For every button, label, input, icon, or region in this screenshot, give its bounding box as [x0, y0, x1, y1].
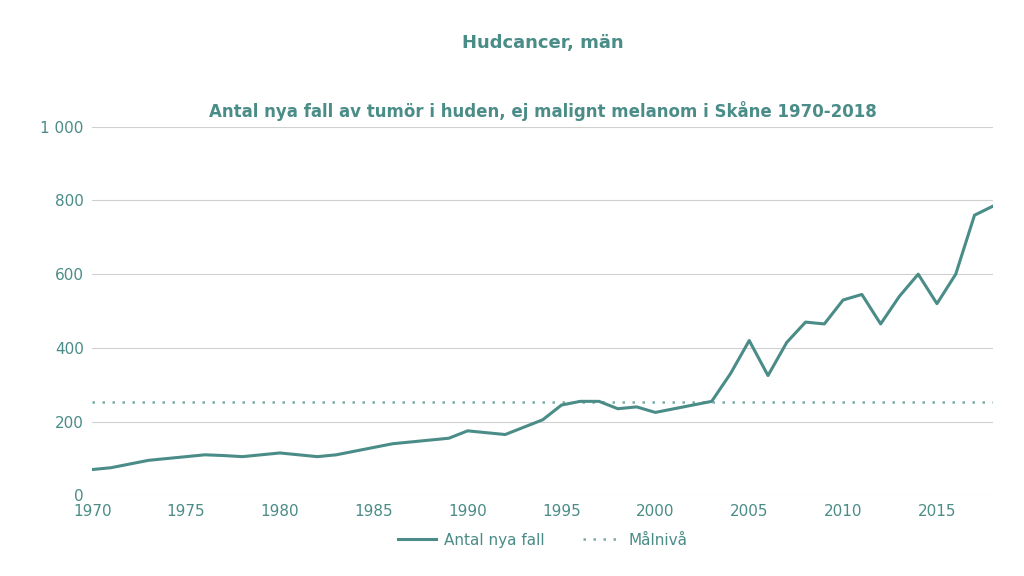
Antal nya fall: [255, 452, 267, 458]
Antal nya fall: [386, 440, 398, 447]
Antal nya fall: [649, 409, 662, 416]
Antal nya fall: [874, 320, 887, 327]
Antal nya fall: [574, 398, 587, 405]
Antal nya fall: [499, 431, 511, 438]
Antal nya fall: [724, 370, 736, 377]
Antal nya fall: [142, 457, 155, 464]
Antal nya fall: [124, 461, 136, 468]
Antal nya fall: [837, 297, 849, 304]
Antal nya fall: [555, 401, 567, 408]
Antal nya fall: [311, 453, 324, 460]
Antal nya fall: [687, 401, 699, 408]
Antal nya fall: [161, 455, 173, 462]
Antal nya fall: [987, 203, 999, 210]
Antal nya fall: [518, 424, 530, 431]
Antal nya fall: [706, 398, 718, 405]
Antal nya fall: [856, 291, 868, 298]
Antal nya fall: [86, 466, 98, 473]
Antal nya fall: [406, 438, 418, 445]
Antal nya fall: [293, 452, 305, 458]
Antal nya fall: [273, 449, 286, 456]
Antal nya fall: [424, 437, 436, 444]
Antal nya fall: [800, 319, 812, 325]
Antal nya fall: [480, 429, 493, 436]
Antal nya fall: [762, 372, 774, 379]
Text: Hudcancer, män: Hudcancer, män: [462, 34, 624, 52]
Antal nya fall: [631, 403, 643, 410]
Antal nya fall: [593, 398, 605, 405]
Antal nya fall: [780, 339, 793, 346]
Antal nya fall: [912, 271, 925, 278]
Text: Antal nya fall av tumör i huden, ej malignt melanom i Skåne 1970-2018: Antal nya fall av tumör i huden, ej mali…: [209, 101, 877, 121]
Legend: Antal nya fall, Målnivå: Antal nya fall, Målnivå: [392, 527, 693, 554]
Antal nya fall: [611, 406, 624, 412]
Antal nya fall: [368, 444, 380, 451]
Antal nya fall: [668, 406, 680, 412]
Antal nya fall: [949, 271, 962, 278]
Antal nya fall: [893, 293, 905, 300]
Line: Antal nya fall: Antal nya fall: [92, 206, 993, 469]
Antal nya fall: [237, 453, 249, 460]
Antal nya fall: [199, 452, 211, 458]
Antal nya fall: [104, 464, 117, 471]
Antal nya fall: [330, 452, 342, 458]
Antal nya fall: [217, 452, 229, 459]
Antal nya fall: [743, 337, 756, 344]
Antal nya fall: [180, 453, 193, 460]
Antal nya fall: [349, 448, 361, 454]
Antal nya fall: [969, 212, 981, 219]
Antal nya fall: [818, 320, 830, 327]
Antal nya fall: [462, 427, 474, 434]
Antal nya fall: [931, 300, 943, 307]
Antal nya fall: [537, 416, 549, 423]
Antal nya fall: [442, 435, 455, 442]
